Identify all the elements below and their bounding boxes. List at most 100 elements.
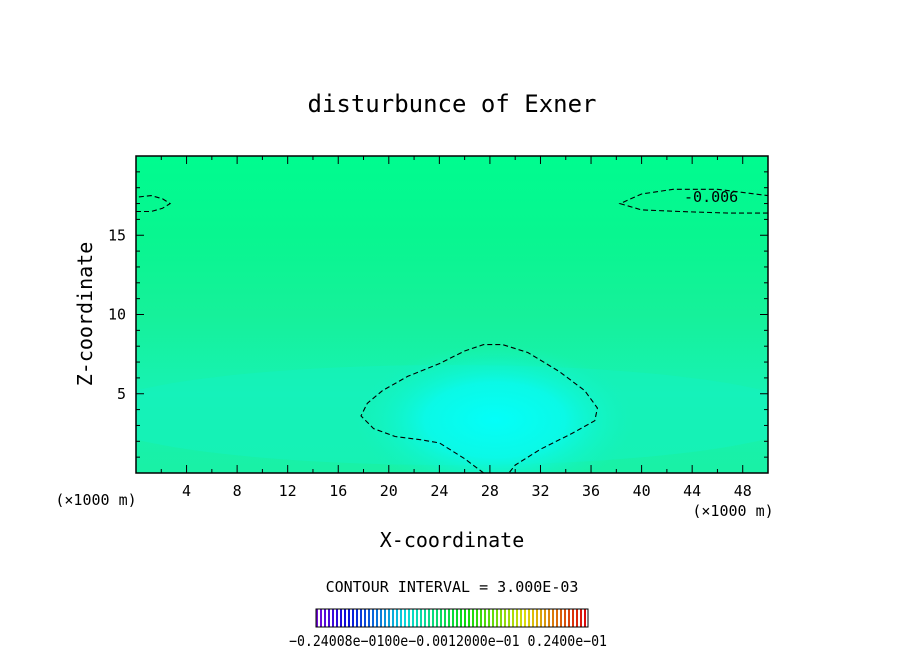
x-tick-label: 44 bbox=[683, 482, 701, 500]
colorbar-stripe bbox=[564, 609, 566, 627]
colorbar bbox=[316, 609, 586, 627]
colorbar-stripe bbox=[456, 609, 458, 627]
colorbar-labels: −0.24008e−0100e−0.0012000e−01 0.2400e−01 bbox=[289, 632, 607, 650]
x-tick-label: 40 bbox=[633, 482, 651, 500]
colorbar-stripe bbox=[424, 609, 426, 627]
y-tick-label: 10 bbox=[108, 306, 126, 324]
colorbar-stripe bbox=[532, 609, 534, 627]
colorbar-stripe bbox=[344, 609, 346, 627]
colorbar-stripe bbox=[452, 609, 454, 627]
y-axis-ticks: 5 10 15 bbox=[108, 171, 768, 458]
colorbar-stripe bbox=[440, 609, 442, 627]
colorbar-stripe bbox=[396, 609, 398, 627]
y-tick-label: 5 bbox=[117, 385, 126, 403]
colorbar-stripe bbox=[348, 609, 350, 627]
contour-line bbox=[360, 344, 598, 473]
colorbar-stripe bbox=[528, 609, 530, 627]
colorbar-stripe bbox=[580, 609, 582, 627]
contour-line bbox=[618, 188, 768, 214]
colorbar-stripe bbox=[544, 609, 546, 627]
colorbar-stripe bbox=[408, 609, 410, 627]
colorbar-stripe bbox=[372, 609, 374, 627]
colorbar-stripe bbox=[400, 609, 402, 627]
colorbar-stripe bbox=[516, 609, 518, 627]
colorbar-stripe bbox=[464, 609, 466, 627]
colorbar-stripe bbox=[556, 609, 558, 627]
x-tick-label: 48 bbox=[734, 482, 752, 500]
x-tick-label: 32 bbox=[531, 482, 549, 500]
colorbar-stripe bbox=[444, 609, 446, 627]
contour-line bbox=[136, 195, 172, 213]
x-unit-right: (×1000 m) bbox=[692, 502, 773, 520]
contour-label: -0.006 bbox=[684, 188, 738, 206]
colorbar-stripe bbox=[352, 609, 354, 627]
colorbar-stripe bbox=[480, 609, 482, 627]
colorbar-stripe bbox=[416, 609, 418, 627]
x-tick-label: 16 bbox=[329, 482, 347, 500]
colorbar-stripe bbox=[576, 609, 578, 627]
x-axis-label: X-coordinate bbox=[380, 528, 525, 552]
colorbar-stripe bbox=[492, 609, 494, 627]
colorbar-stripe bbox=[340, 609, 342, 627]
colorbar-stripe bbox=[360, 609, 362, 627]
x-unit-left: (×1000 m) bbox=[55, 491, 136, 509]
colorbar-stripe bbox=[380, 609, 382, 627]
colorbar-stripe bbox=[356, 609, 358, 627]
colorbar-stripe bbox=[336, 609, 338, 627]
colorbar-stripe bbox=[552, 609, 554, 627]
colorbar-stripe bbox=[364, 609, 366, 627]
colorbar-stripe bbox=[568, 609, 570, 627]
x-axis-ticks: 4 8 12 16 20 24 28 32 36 40 44 48 bbox=[160, 156, 752, 500]
colorbar-stripe bbox=[384, 609, 386, 627]
colorbar-stripe bbox=[436, 609, 438, 627]
contour-field bbox=[136, 156, 768, 473]
colorbar-stripe bbox=[376, 609, 378, 627]
x-tick-label: 8 bbox=[233, 482, 242, 500]
chart-title: disturbunce of Exner bbox=[308, 90, 597, 118]
x-tick-label: 4 bbox=[182, 482, 191, 500]
x-tick-label: 28 bbox=[481, 482, 499, 500]
colorbar-stripe bbox=[584, 609, 586, 627]
colorbar-stripe bbox=[428, 609, 430, 627]
colorbar-stripe bbox=[488, 609, 490, 627]
y-tick-label: 15 bbox=[108, 226, 126, 244]
colorbar-stripe bbox=[540, 609, 542, 627]
x-tick-label: 36 bbox=[582, 482, 600, 500]
colorbar-stripe bbox=[476, 609, 478, 627]
colorbar-stripe bbox=[332, 609, 334, 627]
x-tick-label: 20 bbox=[380, 482, 398, 500]
contour-interval-label: CONTOUR INTERVAL = 3.000E-03 bbox=[326, 578, 579, 596]
colorbar-stripe bbox=[520, 609, 522, 627]
colorbar-stripe bbox=[316, 609, 318, 627]
colorbar-stripe bbox=[368, 609, 370, 627]
colorbar-stripe bbox=[448, 609, 450, 627]
colorbar-stripe bbox=[484, 609, 486, 627]
colorbar-stripe bbox=[324, 609, 326, 627]
colorbar-stripe bbox=[524, 609, 526, 627]
colorbar-stripe bbox=[512, 609, 514, 627]
contour-lines bbox=[136, 188, 768, 473]
x-tick-label: 24 bbox=[430, 482, 448, 500]
colorbar-stripe bbox=[420, 609, 422, 627]
colorbar-stripe bbox=[472, 609, 474, 627]
colorbar-stripe bbox=[320, 609, 322, 627]
colorbar-stripe bbox=[468, 609, 470, 627]
colorbar-stripe bbox=[460, 609, 462, 627]
colorbar-frame bbox=[315, 608, 589, 628]
colorbar-stripe bbox=[388, 609, 390, 627]
colorbar-stripe bbox=[412, 609, 414, 627]
colorbar-stripe bbox=[508, 609, 510, 627]
x-tick-label: 12 bbox=[279, 482, 297, 500]
colorbar-stripe bbox=[404, 609, 406, 627]
colorbar-stripe bbox=[548, 609, 550, 627]
colorbar-stripe bbox=[536, 609, 538, 627]
colorbar-stripe bbox=[504, 609, 506, 627]
colorbar-stripe bbox=[432, 609, 434, 627]
y-axis-label: Z-coordinate bbox=[73, 242, 97, 387]
colorbar-stripe bbox=[496, 609, 498, 627]
colorbar-stripe bbox=[392, 609, 394, 627]
colorbar-stripe bbox=[500, 609, 502, 627]
colorbar-stripe bbox=[328, 609, 330, 627]
